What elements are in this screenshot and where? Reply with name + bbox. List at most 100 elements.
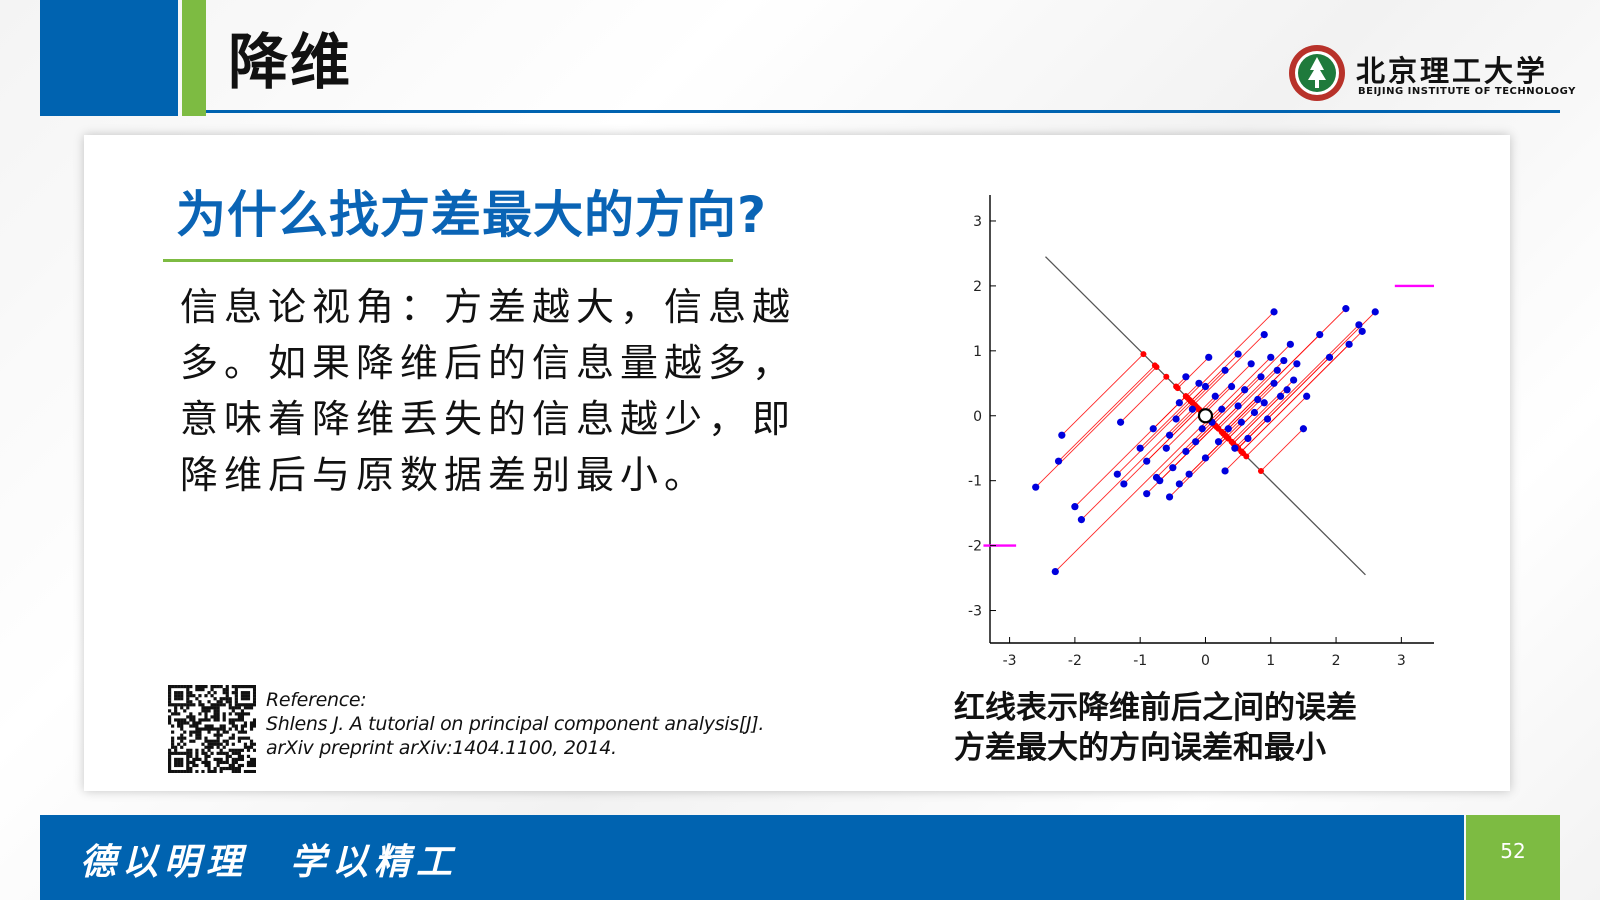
data-point	[1182, 447, 1190, 456]
data-point	[1149, 425, 1157, 433]
projected-point	[1184, 394, 1191, 401]
projection-line	[1172, 425, 1216, 469]
reference-block: Reference: Shlens J. A tutorial on princ…	[266, 688, 764, 760]
data-point	[1165, 493, 1174, 501]
header-green-stripe	[182, 0, 206, 116]
data-point	[1182, 373, 1190, 381]
projection-line	[1035, 366, 1157, 488]
data-point	[1165, 431, 1174, 439]
projected-point	[1228, 438, 1235, 445]
y-tick-label: 0	[973, 409, 982, 425]
projected-point	[1163, 373, 1170, 380]
data-point	[1227, 382, 1236, 391]
data-point	[1175, 399, 1183, 407]
data-point	[1172, 415, 1180, 423]
data-point	[1293, 360, 1301, 368]
y-tick-label: 2	[973, 279, 982, 295]
origin-marker	[1197, 408, 1214, 424]
reference-line-1: Shlens J. A tutorial on principal compon…	[266, 713, 765, 735]
data-point	[1263, 415, 1272, 423]
y-tick-label: 1	[973, 344, 982, 360]
school-motto: 德以明理 学以精工	[80, 841, 459, 883]
data-point	[1205, 353, 1213, 361]
y-tick-label: -2	[968, 539, 982, 555]
data-point	[1214, 438, 1223, 446]
data-point	[1276, 392, 1285, 400]
data-point	[1143, 457, 1151, 465]
university-logo: 北京理工大学 BEIJING INSTITUTE OF TECHNOLOGY	[1288, 44, 1575, 104]
data-point	[1254, 395, 1262, 404]
projection-line	[1061, 353, 1144, 436]
data-point	[1201, 382, 1210, 391]
x-tick-label: -1	[1133, 653, 1147, 669]
data-point	[1270, 379, 1278, 387]
projection-line	[1120, 376, 1167, 423]
university-seal-icon	[1289, 45, 1345, 101]
projection-line	[1236, 324, 1360, 447]
projection-line	[1231, 379, 1294, 443]
body-paragraph: 信息论视角：方差越大，信息越多。如果降维后的信息量越多，意味着降维丢失的信息越少…	[180, 285, 797, 497]
data-point	[1143, 490, 1151, 498]
projection-line	[1223, 382, 1275, 434]
reference-label: Reference:	[266, 689, 367, 711]
projection-line	[1237, 311, 1376, 449]
data-point	[1162, 444, 1170, 452]
data-point	[1290, 376, 1298, 384]
data-point	[1286, 340, 1294, 348]
data-point	[1234, 402, 1242, 410]
data-point	[1120, 480, 1128, 488]
data-point	[1260, 330, 1268, 339]
page-number: 52	[1500, 839, 1526, 863]
data-point	[1342, 305, 1350, 313]
data-point	[1241, 386, 1249, 394]
data-point	[1071, 503, 1079, 511]
header-blue-block	[40, 0, 178, 116]
data-point	[1247, 360, 1255, 368]
projection-line	[1213, 376, 1262, 425]
projection-line	[1177, 356, 1210, 389]
projection-line	[1165, 412, 1203, 449]
data-point	[1267, 353, 1275, 361]
data-point	[1188, 405, 1197, 413]
data-point	[1201, 454, 1210, 462]
projection-line	[1228, 402, 1265, 439]
data-point	[1136, 444, 1144, 452]
data-point	[1211, 392, 1219, 400]
projected-point	[1218, 428, 1225, 435]
projection-line	[1245, 395, 1307, 457]
slide-title: 降维	[228, 28, 352, 98]
y-tick-label: -1	[968, 474, 982, 490]
data-point	[1195, 379, 1203, 387]
projection-line	[1260, 428, 1304, 472]
data-point	[1058, 431, 1066, 439]
projection-line	[1208, 356, 1272, 420]
data-point	[1221, 366, 1229, 374]
y-tick-label: -3	[968, 604, 982, 620]
projected-point	[1174, 385, 1181, 392]
qr-code-icon	[168, 685, 256, 773]
projected-point	[1257, 467, 1264, 474]
projected-point	[1243, 453, 1250, 460]
projection-line	[1218, 369, 1278, 430]
data-point	[1244, 434, 1252, 443]
data-point	[1345, 340, 1353, 348]
data-point	[1303, 392, 1311, 400]
projection-line	[1224, 452, 1244, 472]
projection-line	[1190, 353, 1239, 402]
projection-line	[1221, 308, 1347, 433]
header-underline	[206, 110, 1560, 113]
data-point	[1257, 373, 1265, 381]
reference-line-2: arXiv preprint arXiv:1404.1100, 2014.	[266, 737, 617, 759]
data-point	[1185, 470, 1193, 478]
projection-line	[1216, 360, 1285, 428]
projection-line	[1139, 399, 1190, 449]
footer-bar: 德以明理 学以精工	[40, 815, 1464, 900]
data-point	[1113, 470, 1121, 478]
projection-line	[1201, 363, 1252, 413]
data-point	[1273, 366, 1281, 374]
projection-line	[1081, 405, 1196, 520]
projection-line	[1241, 331, 1363, 452]
projection-line	[1193, 334, 1265, 405]
x-tick-label: 3	[1397, 653, 1406, 669]
data-point	[1231, 444, 1239, 452]
